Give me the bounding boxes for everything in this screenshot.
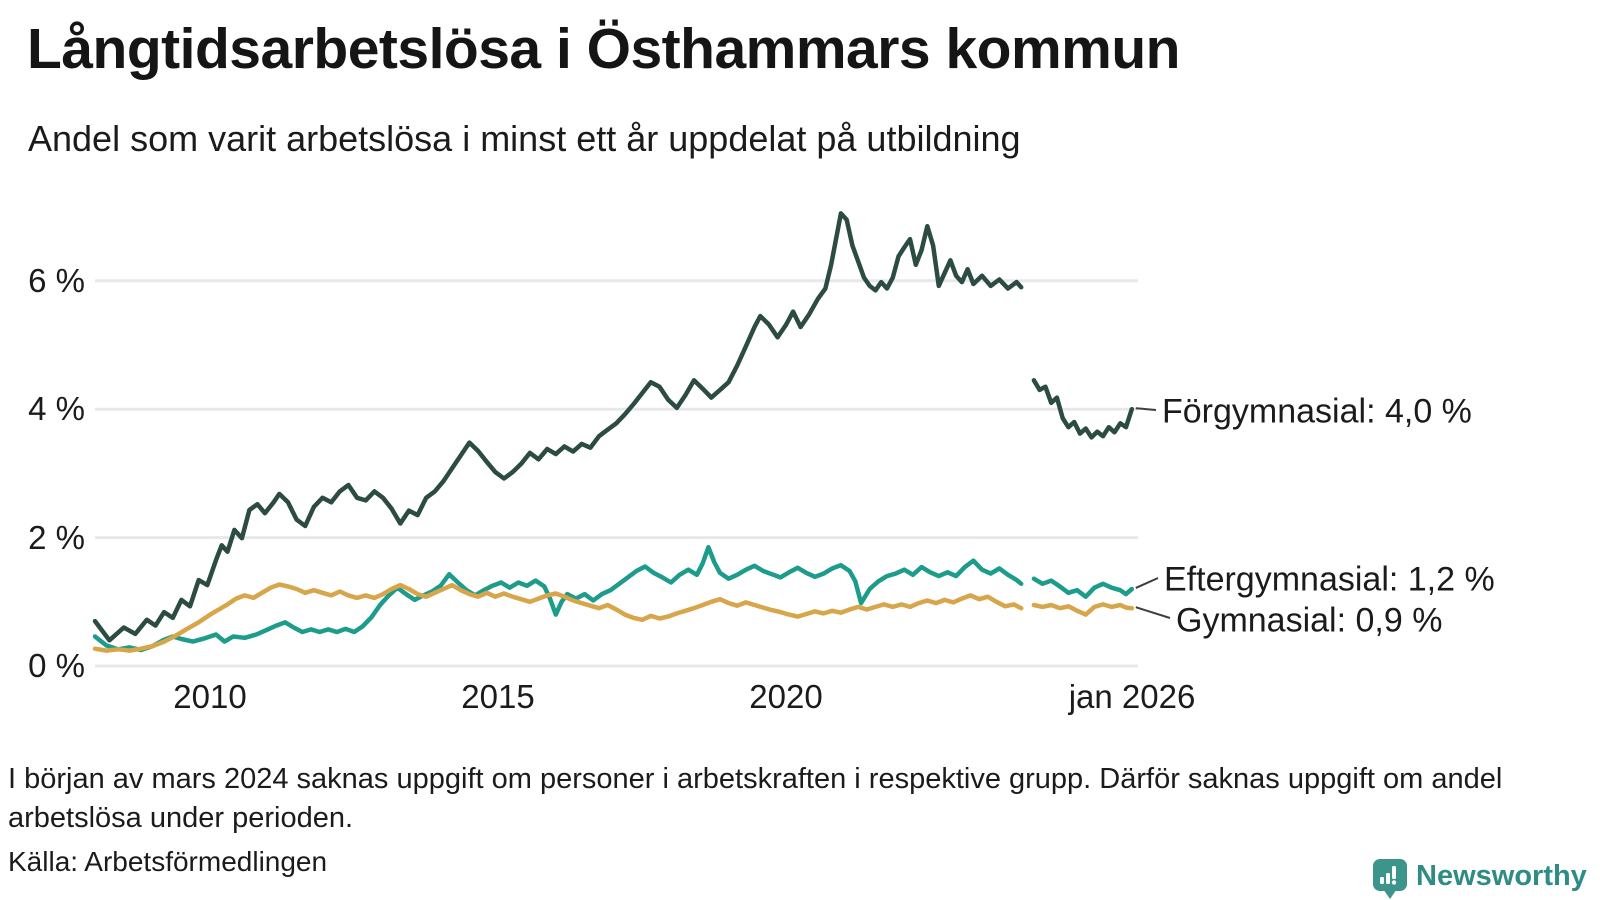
x-tick-2015: 2015 [461,678,535,715]
series-label-forgymnasial: Förgymnasial: 4,0 % [1162,392,1472,431]
chart-subtitle: Andel som varit arbetslösa i minst ett å… [28,118,1021,159]
y-tick-6: 6 % [28,262,85,299]
x-tick-2020: 2020 [749,678,823,715]
series-label-eftergymnasial: Eftergymnasial: 1,2 % [1164,560,1495,599]
newsworthy-wordmark: Newsworthy [1416,860,1587,892]
y-tick-0: 0 % [28,647,85,684]
chart-footnote: I början av mars 2024 saknas uppgift om … [8,763,1503,834]
newsworthy-bubble-chart-icon [1373,859,1407,899]
x-tick-jan-2026: jan 2026 [1068,678,1196,715]
page-title: Långtidsarbetslösa i Östhammars kommun [27,17,1180,81]
y-tick-4: 4 % [28,390,85,427]
y-tick-2: 2 % [28,519,85,556]
x-tick-2010: 2010 [173,678,247,715]
source-note: Källa: Arbetsförmedlingen [8,846,328,877]
series-label-gymnasial: Gymnasial: 0,9 % [1176,601,1443,640]
